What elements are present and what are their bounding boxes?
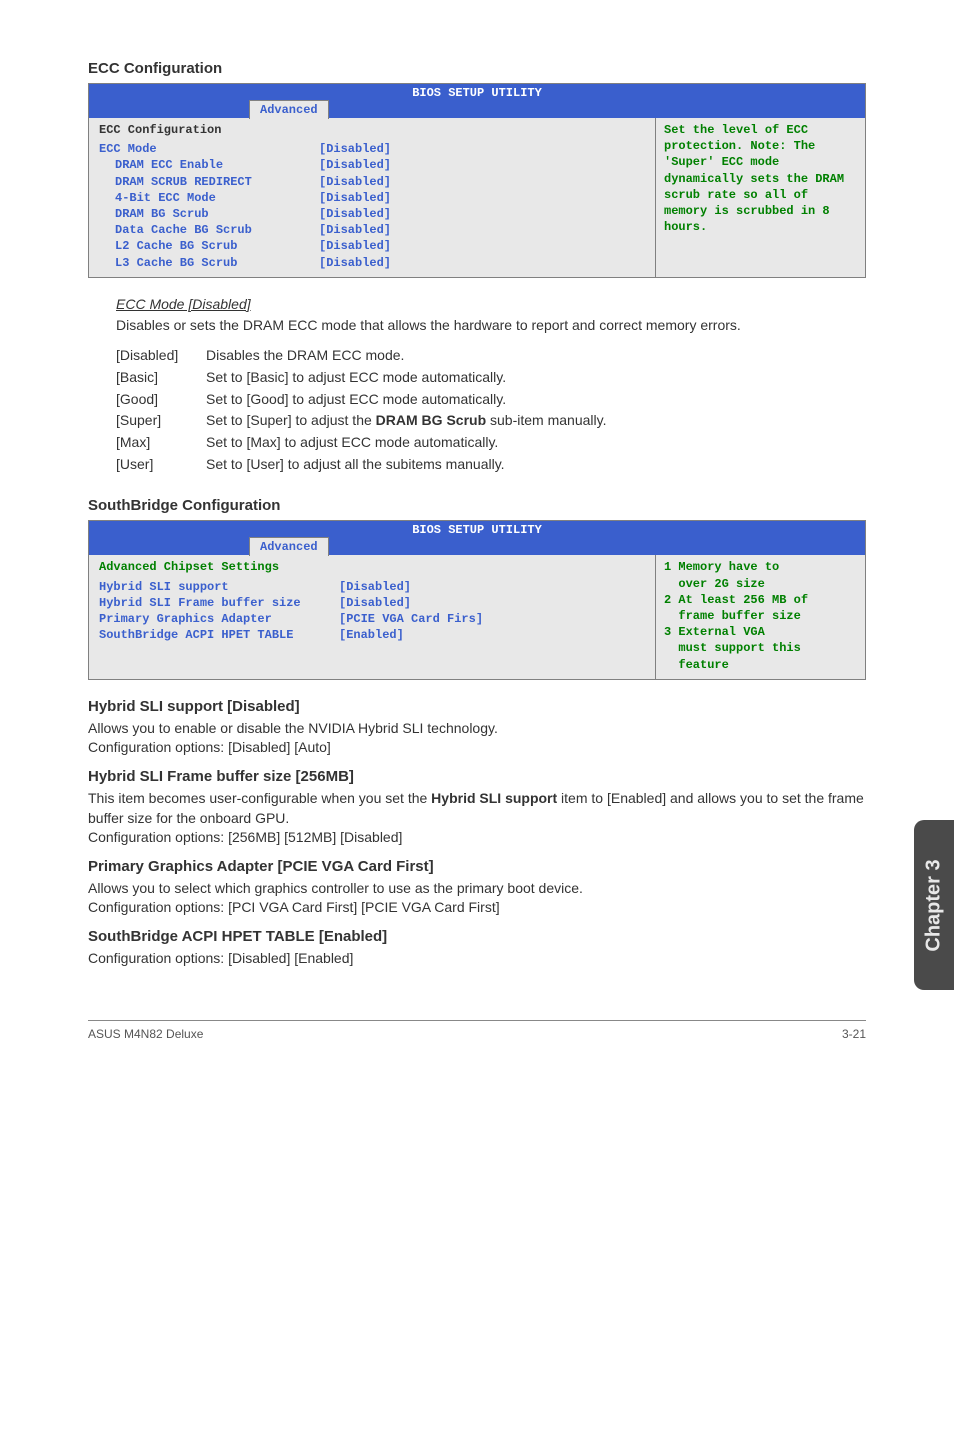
setting-value: [Disabled] [319,157,391,173]
option-row: [Max]Set to [Max] to adjust ECC mode aut… [116,432,624,454]
setting-label: Hybrid SLI Frame buffer size [99,595,339,611]
setting-value: [Enabled] [339,627,404,643]
ecc-options-table: [Disabled]Disables the DRAM ECC mode.[Ba… [116,345,624,475]
ecc-mode-desc: Disables or sets the DRAM ECC mode that … [116,316,866,336]
setting-value: [Disabled] [339,595,411,611]
option-key: [Good] [116,389,206,411]
sb-acpi-desc: Configuration options: [Disabled] [Enabl… [88,949,866,969]
setting-label: L2 Cache BG Scrub [99,238,319,254]
ecc-section-heading: ECC Configuration [88,60,866,77]
setting-value: [Disabled] [319,238,391,254]
setting-label: DRAM SCRUB REDIRECT [99,174,319,190]
setting-label: Hybrid SLI support [99,579,339,595]
bios-panel-heading: Advanced Chipset Settings [99,559,645,575]
option-desc: Set to [Super] to adjust the DRAM BG Scr… [206,410,624,432]
setting-value: [Disabled] [319,190,391,206]
hybrid-sli-frame-desc: This item becomes user-configurable when… [88,789,866,848]
bios-setting-row: Hybrid SLI support[Disabled] [99,579,645,595]
bios-setting-row: Primary Graphics Adapter[PCIE VGA Card F… [99,611,645,627]
option-desc: Disables the DRAM ECC mode. [206,345,624,367]
text-line: Allows you to select which graphics cont… [88,880,583,896]
bios-setting-row: SouthBridge ACPI HPET TABLE[Enabled] [99,627,645,643]
hybrid-sli-support-heading: Hybrid SLI support [Disabled] [88,698,866,715]
option-row: [Super]Set to [Super] to adjust the DRAM… [116,410,624,432]
bold-term: DRAM BG Scrub [376,412,486,428]
bios-setting-row: L3 Cache BG Scrub[Disabled] [99,255,645,271]
setting-label: ECC Mode [99,141,319,157]
bios-title: BIOS SETUP UTILITY [89,523,865,537]
text-line: Configuration options: [PCI VGA Card Fir… [88,899,500,915]
bold-term: Hybrid SLI support [431,790,557,806]
setting-label: Primary Graphics Adapter [99,611,339,627]
bios-setting-row: DRAM BG Scrub[Disabled] [99,206,645,222]
setting-value: [Disabled] [319,174,391,190]
bios-left-panel: ECC Configuration ECC Mode[Disabled]DRAM… [89,118,655,277]
bios-header: BIOS SETUP UTILITY Advanced [89,84,865,118]
setting-value: [Disabled] [319,141,391,157]
ecc-bios-panel: BIOS SETUP UTILITY Advanced ECC Configur… [88,83,866,278]
sb-section-heading: SouthBridge Configuration [88,497,866,514]
option-desc: Set to [Good] to adjust ECC mode automat… [206,389,624,411]
setting-value: [Disabled] [319,222,391,238]
text-line: Configuration options: [Disabled] [Auto] [88,739,331,755]
page-footer: ASUS M4N82 Deluxe 3-21 [88,1020,866,1041]
bios-body: Advanced Chipset Settings Hybrid SLI sup… [89,555,865,678]
bios-setting-row: DRAM ECC Enable[Disabled] [99,157,645,173]
bios-header: BIOS SETUP UTILITY Advanced [89,521,865,555]
bios-setting-row: ECC Mode[Disabled] [99,141,645,157]
bios-panel-heading: ECC Configuration [99,122,645,138]
bios-body: ECC Configuration ECC Mode[Disabled]DRAM… [89,118,865,277]
bios-setting-row: Hybrid SLI Frame buffer size[Disabled] [99,595,645,611]
setting-value: [PCIE VGA Card Firs] [339,611,483,627]
option-desc: Set to [User] to adjust all the subitems… [206,454,624,476]
bios-setting-row: Data Cache BG Scrub[Disabled] [99,222,645,238]
option-row: [Good]Set to [Good] to adjust ECC mode a… [116,389,624,411]
bios-setting-row: 4-Bit ECC Mode[Disabled] [99,190,645,206]
setting-label: DRAM ECC Enable [99,157,319,173]
option-row: [User]Set to [User] to adjust all the su… [116,454,624,476]
footer-product: ASUS M4N82 Deluxe [88,1027,203,1041]
primary-graphics-heading: Primary Graphics Adapter [PCIE VGA Card … [88,858,866,875]
setting-value: [Disabled] [319,255,391,271]
chapter-side-tab: Chapter 3 [914,820,954,990]
option-desc: Set to [Basic] to adjust ECC mode automa… [206,367,624,389]
text-line: This item becomes user-configurable when… [88,790,431,806]
footer-page-number: 3-21 [842,1027,866,1041]
option-row: [Disabled]Disables the DRAM ECC mode. [116,345,624,367]
option-desc: Set to [Max] to adjust ECC mode automati… [206,432,624,454]
option-key: [Super] [116,410,206,432]
hybrid-sli-support-desc: Allows you to enable or disable the NVID… [88,719,866,758]
setting-label: 4-Bit ECC Mode [99,190,319,206]
setting-value: [Disabled] [339,579,411,595]
bios-help-panel: Set the level of ECC protection. Note: T… [655,118,865,277]
setting-label: Data Cache BG Scrub [99,222,319,238]
bios-tab-advanced: Advanced [249,100,329,119]
setting-label: DRAM BG Scrub [99,206,319,222]
bios-left-panel: Advanced Chipset Settings Hybrid SLI sup… [89,555,655,678]
text-line: Configuration options: [256MB] [512MB] [… [88,829,402,845]
sb-bios-panel: BIOS SETUP UTILITY Advanced Advanced Chi… [88,520,866,679]
text-line: Configuration options: [Disabled] [Enabl… [88,950,353,966]
chapter-label: Chapter 3 [923,859,946,951]
ecc-mode-heading: ECC Mode [Disabled] [116,296,866,312]
option-key: [Max] [116,432,206,454]
option-key: [Disabled] [116,345,206,367]
bios-tab-advanced: Advanced [249,537,329,556]
bios-setting-row: L2 Cache BG Scrub[Disabled] [99,238,645,254]
primary-graphics-desc: Allows you to select which graphics cont… [88,879,866,918]
hybrid-sli-frame-heading: Hybrid SLI Frame buffer size [256MB] [88,768,866,785]
text-line: Allows you to enable or disable the NVID… [88,720,498,736]
bios-title: BIOS SETUP UTILITY [89,86,865,100]
setting-label: L3 Cache BG Scrub [99,255,319,271]
option-key: [Basic] [116,367,206,389]
setting-label: SouthBridge ACPI HPET TABLE [99,627,339,643]
bios-help-panel: 1 Memory have to over 2G size 2 At least… [655,555,865,678]
bios-setting-row: DRAM SCRUB REDIRECT[Disabled] [99,174,645,190]
option-key: [User] [116,454,206,476]
sb-acpi-heading: SouthBridge ACPI HPET TABLE [Enabled] [88,928,866,945]
option-row: [Basic]Set to [Basic] to adjust ECC mode… [116,367,624,389]
setting-value: [Disabled] [319,206,391,222]
